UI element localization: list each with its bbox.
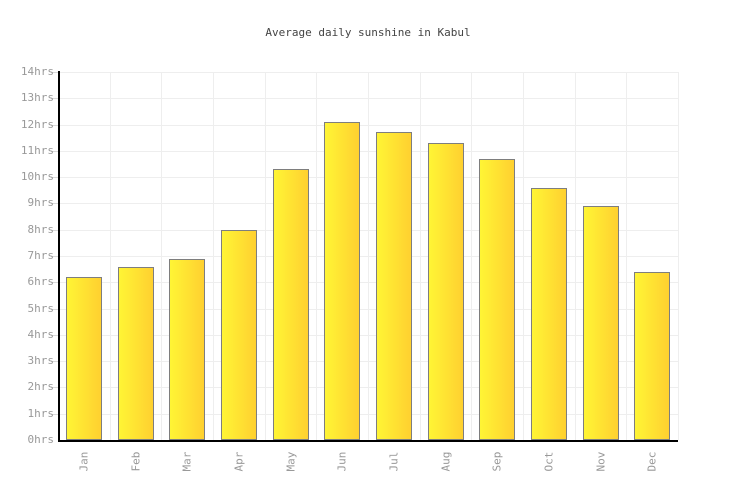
- y-axis-label: 2hrs: [27, 380, 55, 394]
- x-axis-label: Mar: [180, 451, 194, 471]
- y-axis-label: 6hrs: [27, 275, 55, 289]
- y-axis-tick: [52, 256, 58, 257]
- y-axis-tick: [52, 334, 58, 336]
- y-axis-label: 8hrs: [27, 222, 55, 236]
- x-axis-label: May: [284, 451, 297, 471]
- y-axis-tick: [52, 413, 58, 415]
- h-gridline: [60, 361, 678, 363]
- v-gridline: [264, 72, 266, 440]
- v-gridline: [161, 72, 163, 440]
- h-gridline: [60, 282, 678, 284]
- y-axis-label: 14hrs: [20, 65, 54, 78]
- y-axis-label: 11hrs: [20, 143, 54, 157]
- x-axis-label: Dec: [645, 451, 659, 471]
- v-gridline: [678, 72, 679, 440]
- h-gridline: [60, 177, 678, 179]
- y-axis-tick: [52, 177, 58, 179]
- y-axis-label: 13hrs: [20, 91, 54, 105]
- y-axis-label: 9hrs: [27, 196, 55, 210]
- y-axis-tick: [52, 72, 58, 73]
- y-axis-label: 5hrs: [27, 301, 55, 315]
- h-gridline: [60, 72, 678, 73]
- x-axis-label: Feb: [129, 451, 142, 471]
- bar-mar: [169, 259, 206, 440]
- v-gridline: [316, 72, 318, 440]
- x-axis-label: Apr: [232, 451, 246, 471]
- y-axis-tick: [52, 150, 58, 152]
- bar-jul: [375, 132, 412, 440]
- x-axis-label: Jun: [335, 451, 349, 471]
- h-gridline: [60, 308, 678, 310]
- v-gridline: [109, 72, 111, 440]
- v-gridline: [471, 72, 473, 440]
- h-gridline: [60, 150, 678, 152]
- bar-feb: [117, 267, 154, 440]
- x-axis-line: [58, 440, 678, 442]
- x-axis-label: Sep: [490, 451, 504, 471]
- y-axis-tick: [52, 282, 58, 284]
- x-axis-label: Nov: [594, 451, 607, 471]
- bar-dec: [634, 272, 671, 440]
- y-axis-tick: [52, 387, 58, 389]
- y-axis-line: [58, 71, 60, 442]
- y-axis-label: 0hrs: [27, 433, 55, 446]
- v-gridline: [419, 72, 421, 440]
- v-gridline: [523, 72, 524, 440]
- x-axis-label: Jul: [387, 451, 401, 471]
- bar-jun: [324, 122, 361, 440]
- v-gridline: [626, 72, 628, 440]
- bar-jan: [65, 277, 102, 440]
- bar-aug: [427, 143, 464, 440]
- h-gridline: [60, 98, 678, 100]
- v-gridline: [368, 72, 369, 440]
- y-axis-tick: [52, 124, 58, 126]
- h-gridline: [60, 256, 678, 257]
- h-gridline: [60, 203, 678, 205]
- h-gridline: [60, 387, 678, 389]
- h-gridline: [60, 124, 678, 126]
- y-axis-tick: [52, 203, 58, 205]
- y-axis-tick: [52, 229, 58, 231]
- y-axis-tick: [52, 361, 58, 363]
- bar-apr: [220, 230, 257, 440]
- bar-oct: [530, 188, 567, 440]
- h-gridline: [60, 334, 678, 336]
- bar-nov: [582, 206, 619, 440]
- y-axis-label: 1hrs: [27, 406, 55, 420]
- y-axis-tick: [52, 308, 58, 310]
- chart-title: Average daily sunshine in Kabul: [265, 26, 471, 39]
- y-axis-tick: [52, 98, 58, 100]
- x-axis-label: Aug: [439, 451, 452, 471]
- y-axis-label: 4hrs: [27, 327, 55, 341]
- v-gridline: [213, 72, 214, 440]
- x-axis-label: Oct: [542, 451, 556, 471]
- y-axis-label: 10hrs: [20, 170, 54, 184]
- h-gridline: [60, 413, 678, 415]
- h-gridline: [60, 229, 678, 231]
- v-gridline: [574, 72, 576, 440]
- y-axis-label: 3hrs: [27, 354, 55, 368]
- y-axis-label: 12hrs: [20, 117, 54, 131]
- bar-sep: [479, 159, 516, 440]
- y-axis-label: 7hrs: [27, 249, 55, 262]
- x-axis-label: Jan: [77, 451, 91, 471]
- bar-may: [272, 169, 309, 440]
